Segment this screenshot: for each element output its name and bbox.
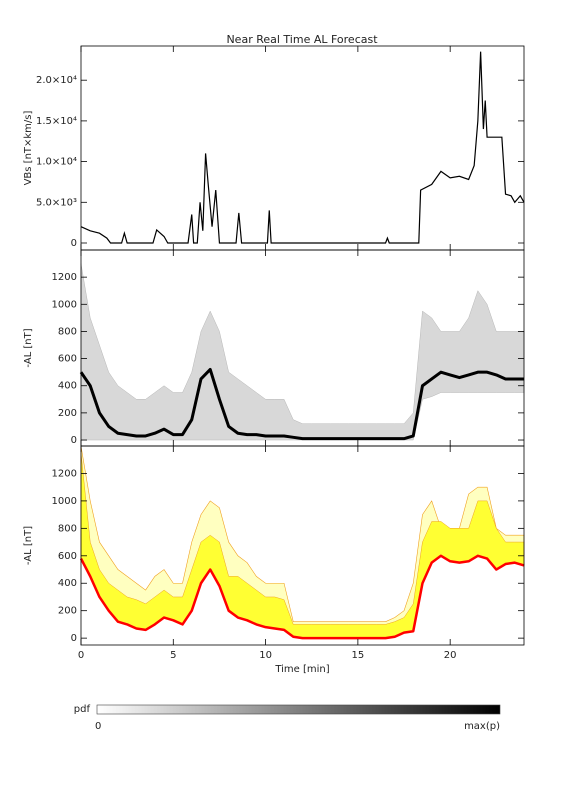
y-tick-label: 400 [58, 381, 77, 392]
chart-title: Near Real Time AL Forecast [226, 33, 378, 46]
y-tick-label: 200 [58, 408, 77, 419]
y-tick-label: 200 [58, 606, 77, 617]
x-tick-label: 15 [352, 650, 365, 661]
pdf-core [79, 367, 524, 441]
y-tick-label: 400 [58, 578, 77, 589]
x-tick-label: 10 [259, 650, 272, 661]
y-tick-label: 5.0×10³ [36, 197, 77, 208]
y-tick-label: 1000 [52, 299, 77, 310]
x-tick-label: 5 [170, 650, 176, 661]
x-tick-label: 20 [444, 650, 457, 661]
y-tick-label: 800 [58, 326, 77, 337]
panel-frame [80, 45, 525, 251]
y-tick-label: 600 [58, 354, 77, 365]
colorbar-label: pdf [74, 704, 91, 715]
y-tick-label: 2.0×10⁴ [36, 75, 77, 86]
y-tick-label: 600 [58, 551, 77, 562]
y-tick-label: 0 [71, 633, 77, 644]
y-tick-label: 0 [71, 238, 77, 249]
colorbar-max: max(p) [464, 721, 500, 732]
y-tick-label: 1000 [52, 496, 77, 507]
y-tick-label: 1200 [52, 468, 77, 479]
y-axis-label: VBs [nT×km/s] [23, 110, 34, 185]
x-axis-label: Time [min] [274, 664, 329, 675]
y-axis-label: -AL [nT] [23, 328, 34, 367]
y-tick-label: 1.5×10⁴ [36, 116, 77, 127]
y-tick-label: 0 [71, 435, 77, 446]
y-axis-label: -AL [nT] [23, 526, 34, 565]
colorbar-min: 0 [95, 721, 101, 732]
panel-frame [80, 445, 525, 646]
forecast-line [79, 554, 525, 640]
data-line [80, 51, 525, 244]
colorbar [96, 704, 501, 715]
forecast-band [80, 452, 525, 639]
y-tick-label: 1.0×10⁴ [36, 157, 77, 168]
y-tick-label: 800 [58, 523, 77, 534]
x-tick-label: 0 [78, 650, 84, 661]
pdf-spread [80, 263, 525, 441]
y-tick-label: 1200 [52, 272, 77, 283]
